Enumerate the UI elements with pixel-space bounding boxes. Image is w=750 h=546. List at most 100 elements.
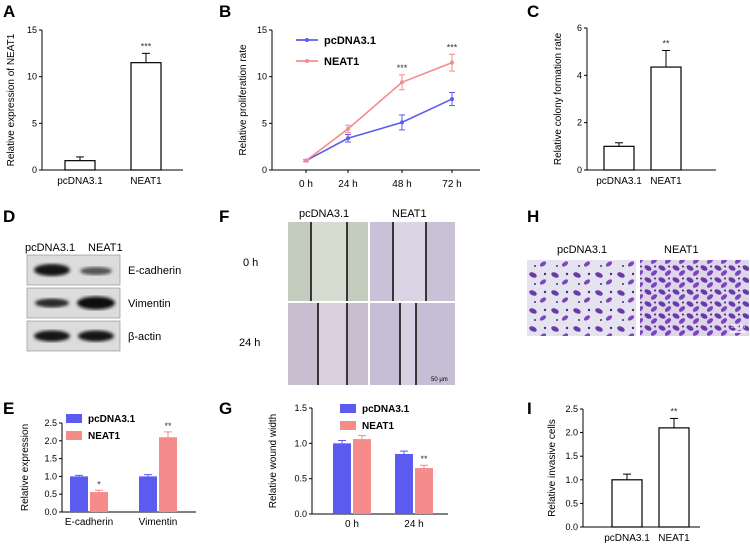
significance-label: *** [397,63,408,73]
invasion-img-pcdna [527,260,636,336]
y-axis-label: Relative expression [20,424,31,511]
x-tick-label: NEAT1 [130,176,162,187]
bar [650,66,682,171]
significance-label: *** [447,42,458,52]
series-line-neat1 [305,61,453,162]
legend-swatch [66,431,82,440]
x-tick-label: NEAT1 [658,533,690,544]
panel-letter-b: B [219,2,231,21]
panel-letter-g: G [219,399,232,418]
wound-col-neat1: NEAT1 [392,208,427,220]
band-vim-pcdna [35,298,69,308]
wound-gap-neat1-0h [393,222,426,301]
bar-neat1 [159,437,177,512]
y-tick-label: 0 [262,165,267,175]
wound-row-24h: 24 h [239,337,260,349]
x-tick-label: NEAT1 [650,176,682,187]
legend-label: pcDNA3.1 [362,404,410,415]
legend-label: pcDNA3.1 [324,35,376,47]
blot-label-vimentin: Vimentin [128,298,171,310]
significance-label: * [97,479,101,489]
significance-label: ** [662,38,670,48]
y-tick-label: 1.5 [294,403,307,413]
chart-c-colony-formation: 0 2 4 6 Relative colony formation rate pcDNA3… [553,23,716,187]
y-tick-label: 0 [577,165,582,175]
invasion-panel: pcDNA3.1 NEAT1 50 μm [527,244,749,336]
x-tick-label: pcDNA3.1 [596,176,642,187]
legend-label: pcDNA3.1 [88,414,136,425]
y-tick-label: 6 [577,23,582,33]
y-axis-label: Relative expression of NEAT1 [6,33,17,166]
invasion-col-neat1: NEAT1 [664,244,699,256]
data-point [450,97,454,102]
panel-letter-h: H [527,207,539,226]
data-point [346,126,350,131]
chart-i-invasive-cells: 0.0 0.5 1.0 1.5 2.0 2.5 Relative invasive cell… [547,404,700,544]
panel-letter-c: C [527,2,539,21]
x-tick-label: 72 h [442,179,461,190]
y-tick-label: 1.5 [44,454,57,464]
bar-pcdna31 [70,476,88,512]
blot-col-neat1: NEAT1 [88,242,123,254]
wound-col-pcdna: pcDNA3.1 [299,208,349,220]
blot-col-pcdna: pcDNA3.1 [25,242,75,254]
bar [658,427,690,528]
band-actin-pcdna [34,330,70,342]
significance-label: ** [420,454,428,464]
data-point [450,60,454,65]
bar-neat1 [90,492,108,512]
y-axis-label: Relative proliferation rate [238,44,249,156]
y-tick-label: 5 [32,118,37,128]
data-point [400,120,404,125]
chart-b-proliferation: 0 5 10 15 Relative proliferation rate 0 h 24 h… [238,25,480,190]
x-tick-label: pcDNA3.1 [57,176,103,187]
invasion-scale-label: 50 μm [731,324,745,330]
y-tick-label: 0.0 [44,507,57,517]
y-tick-label: 2.0 [565,428,578,438]
significance-label: ** [164,421,172,431]
invasion-img-neat1 [640,260,749,336]
wound-healing-panel: pcDNA3.1 NEAT1 0 h 24 h 50 μm [239,208,455,385]
blot-label-ecadherin: E-cadherin [128,265,181,277]
data-point [400,80,404,85]
x-tick-label: pcDNA3.1 [604,533,650,544]
y-tick-label: 0.5 [44,489,57,499]
bar-neat1 [415,468,433,514]
y-tick-label: 15 [27,25,37,35]
band-ecad-neat1 [80,267,112,275]
bar [64,160,96,171]
y-tick-label: 0.0 [565,522,578,532]
y-tick-label: 1.5 [565,451,578,461]
chart-a-neat1-expression: 0 5 10 15 Relative expression of NEAT1 pcDNA3… [6,25,183,187]
panel-letter-e: E [3,399,14,418]
legend-swatch [66,414,82,423]
legend-swatch [340,421,356,430]
y-tick-label: 2.5 [44,418,57,428]
wound-gap-pcdna-0h [311,222,347,301]
series-line-pcdna31 [305,98,453,162]
x-tick-label: 48 h [392,179,411,190]
band-actin-neat1 [78,330,114,342]
wound-gap-neat1-24h [400,303,416,385]
band-ecad-pcdna [34,264,70,276]
band-vim-neat1 [77,296,115,310]
invasion-col-pcdna: pcDNA3.1 [557,244,607,256]
legend-label: NEAT1 [362,421,394,432]
y-tick-label: 10 [27,72,37,82]
x-tick-label: 24 h [404,519,423,530]
y-tick-label: 1.0 [565,475,578,485]
panel-letter-d: D [3,207,15,226]
bar-pcdna31 [333,443,351,514]
bar [130,62,162,171]
bar-neat1 [353,439,371,514]
y-tick-label: 0.5 [565,498,578,508]
y-axis-label: Relative invasive cells [547,419,558,517]
panel-letter-i: I [527,399,532,418]
y-tick-label: 0.5 [294,474,307,484]
chart-e-emt-expression: 0.0 0.5 1.0 1.5 2.0 2.5 Relative expression * E-… [20,414,196,528]
y-tick-label: 0.0 [294,509,307,519]
y-tick-label: 0 [32,165,37,175]
legend-label: NEAT1 [324,56,359,68]
panel-letter-f: F [219,207,229,226]
